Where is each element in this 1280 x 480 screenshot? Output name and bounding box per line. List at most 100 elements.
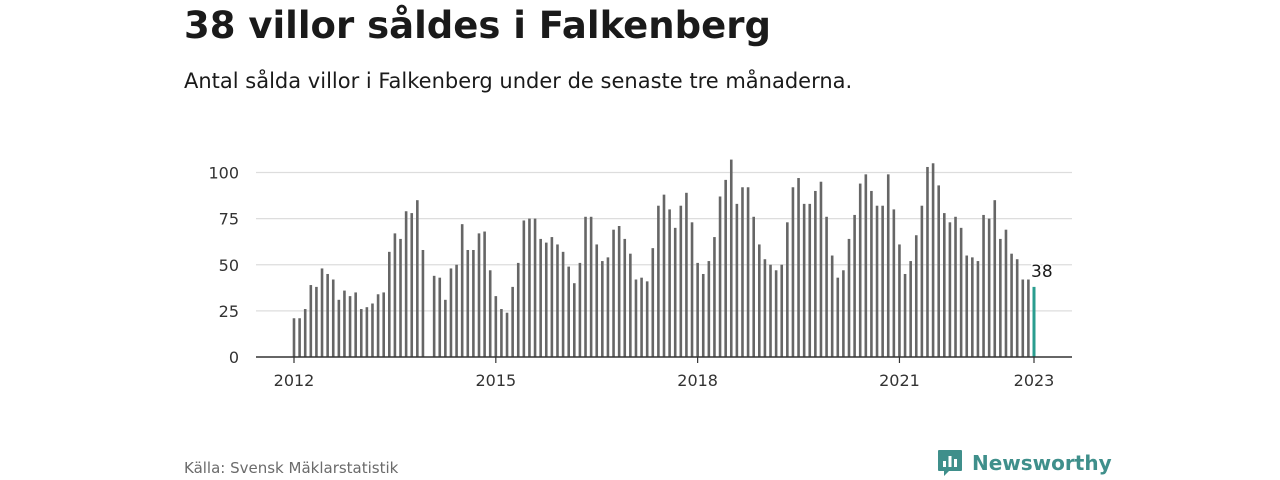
bar: [416, 200, 419, 357]
bar: [432, 275, 436, 357]
bar: [830, 255, 834, 357]
bar: [673, 227, 677, 357]
bar: [388, 251, 391, 357]
bar: [999, 238, 1002, 357]
bar: [623, 238, 627, 357]
bar: [550, 237, 554, 357]
bar: [483, 231, 486, 357]
bar: [455, 264, 458, 357]
bar: [326, 273, 329, 358]
bar: [365, 307, 369, 357]
bar: [298, 318, 301, 357]
bar: [567, 266, 570, 358]
y-tick-label: 100: [208, 164, 239, 183]
bar: [976, 261, 980, 357]
bar: [477, 233, 481, 357]
bar: [1010, 253, 1013, 357]
bar: [892, 209, 896, 357]
bar: [959, 227, 963, 357]
bar: [522, 220, 526, 357]
bar: [752, 216, 755, 357]
y-tick-label: 50: [219, 256, 239, 275]
bar: [898, 244, 901, 357]
bar: [331, 279, 335, 357]
brand-name: Newsworthy: [972, 451, 1112, 475]
bar: [337, 299, 341, 358]
bar: [825, 216, 828, 357]
bar: [343, 290, 346, 357]
bar: [954, 216, 957, 357]
bar: [920, 205, 924, 357]
bar: [982, 214, 985, 357]
bar: [460, 224, 464, 357]
bar: [601, 261, 604, 357]
bar: [948, 222, 952, 357]
bar: [1027, 279, 1030, 357]
bar: [847, 238, 851, 357]
source-note: Källa: Svensk Mäklarstatistik: [184, 459, 399, 477]
x-tick-label: 2021: [879, 371, 920, 390]
x-tick-label: 2015: [475, 371, 516, 390]
bar: [685, 192, 688, 357]
bar: [371, 303, 374, 358]
bar: [741, 187, 744, 357]
bar: [449, 268, 453, 357]
bar: [707, 261, 711, 357]
bar: [903, 273, 907, 358]
bar: [595, 244, 599, 357]
bar: [309, 285, 313, 357]
bar: [926, 166, 929, 357]
bar: [438, 277, 442, 357]
bar: [617, 226, 621, 357]
bar: [993, 200, 997, 357]
bar: [393, 233, 397, 357]
bar: [886, 174, 890, 357]
bar: [909, 261, 912, 357]
bar: [758, 244, 761, 357]
newsworthy-brand[interactable]: Newsworthy: [937, 449, 1112, 477]
bar: [943, 213, 946, 357]
bar: [444, 299, 447, 358]
bar: [421, 249, 425, 357]
bar: [348, 296, 352, 357]
bar: [735, 203, 739, 357]
bar: [853, 214, 856, 357]
bar: [729, 159, 733, 357]
bar: [500, 309, 503, 357]
bar: [668, 209, 671, 357]
bar: [746, 187, 750, 357]
bar: [651, 248, 655, 357]
bar: [657, 205, 660, 357]
bar: [359, 309, 363, 357]
bar: [931, 163, 935, 357]
bar: [987, 218, 991, 358]
bar: [505, 312, 509, 357]
bar: [836, 277, 840, 357]
bar: [578, 262, 582, 357]
chart-title: 38 villor såldes i Falkenberg: [184, 4, 771, 47]
value-label: 38: [1031, 262, 1053, 282]
bar: [701, 273, 705, 358]
bar: [376, 294, 380, 357]
bar: [382, 292, 385, 358]
bar: [679, 205, 683, 357]
bar: [662, 194, 666, 357]
bar: [914, 235, 918, 357]
bar: [645, 281, 649, 357]
bar: [718, 196, 722, 357]
bar: [544, 242, 548, 357]
bar: [802, 203, 806, 357]
bar: [584, 216, 587, 357]
bar: [561, 251, 565, 357]
bar: [539, 238, 542, 357]
bar: [612, 229, 615, 357]
bar: [786, 222, 789, 357]
bar: [971, 257, 974, 357]
x-tick-label: 2023: [1014, 371, 1055, 390]
bar: [494, 296, 498, 357]
bar: [606, 257, 610, 357]
chart-subtitle: Antal sålda villor i Falkenberg under de…: [184, 69, 853, 93]
bar: [399, 238, 402, 357]
bar: [320, 268, 324, 357]
bar: [292, 318, 296, 357]
